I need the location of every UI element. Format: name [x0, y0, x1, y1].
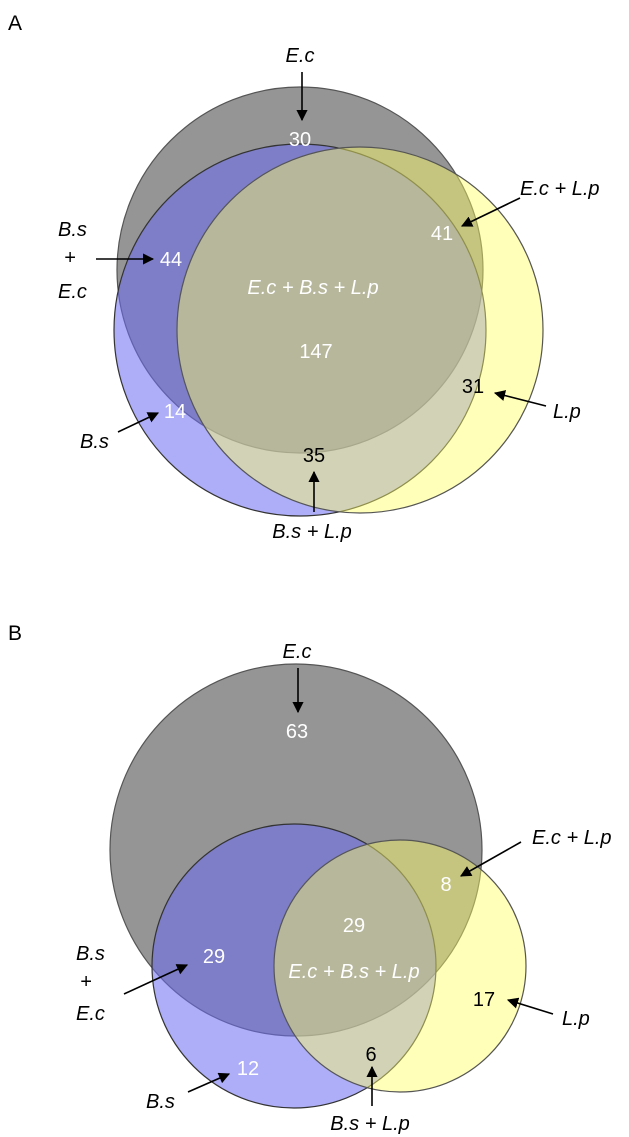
arrow-lp: [506, 997, 554, 1015]
label-lp: L.p: [553, 401, 581, 423]
count-lp-only: 17: [473, 989, 495, 1011]
label-bs: B.s: [80, 431, 109, 453]
label-bs-ec-2: +: [64, 247, 76, 269]
panel-b-letter: B: [8, 622, 22, 645]
label-ec-lp: E.c + L.p: [532, 827, 612, 849]
label-all: E.c + B.s + L.p: [247, 277, 378, 299]
count-bs-only: 14: [164, 401, 186, 423]
label-bs: B.s: [146, 1091, 175, 1113]
label-bs-ec-3: E.c: [76, 1003, 105, 1025]
count-ec-lp: 41: [431, 223, 453, 245]
panel-b: B E.c 63 E.c + L.p 8 29 E.c + B.s + L.p …: [8, 622, 612, 1135]
count-ec-only: 30: [289, 129, 311, 151]
label-lp: L.p: [562, 1008, 590, 1030]
count-ec-only: 63: [286, 721, 308, 743]
arrow-bs: [187, 1072, 231, 1093]
circle-lp: [273, 839, 527, 1093]
arrow-bs: [117, 412, 160, 433]
circle-bs: [151, 823, 437, 1109]
label-bs-ec-2: +: [80, 971, 92, 993]
count-bs-ec: 44: [160, 249, 182, 271]
arrow-ec-lp: [460, 197, 521, 227]
circle-bs: [113, 143, 487, 517]
label-bs-ec-1: B.s: [76, 943, 105, 965]
count-bs-lp: 6: [365, 1044, 376, 1066]
count-bs-lp: 35: [303, 445, 325, 467]
label-all: E.c + B.s + L.p: [288, 961, 419, 983]
panel-a: A E.c 30 E.c + L.p 41 B.s + E.c 44 E.c +…: [8, 12, 600, 543]
label-ec: E.c: [283, 641, 312, 663]
count-lp-only: 31: [462, 376, 484, 398]
circle-lp: [176, 146, 544, 514]
label-bs-ec-1: B.s: [58, 219, 87, 241]
panel-a-letter: A: [8, 12, 22, 35]
count-bs-ec: 29: [203, 946, 225, 968]
label-bs-lp: B.s + L.p: [272, 521, 352, 543]
count-all: 29: [343, 915, 365, 937]
arrow-ec-lp: [460, 841, 522, 877]
arrow-bs-ec: [123, 964, 189, 995]
label-ec-lp: E.c + L.p: [520, 178, 600, 200]
count-ec-lp: 8: [440, 874, 451, 896]
count-bs-only: 12: [237, 1058, 259, 1080]
label-bs-ec-3: E.c: [58, 281, 87, 303]
label-bs-lp: B.s + L.p: [330, 1113, 410, 1135]
arrow-lp: [493, 390, 547, 407]
count-all: 147: [299, 341, 332, 363]
label-ec: E.c: [286, 45, 315, 67]
